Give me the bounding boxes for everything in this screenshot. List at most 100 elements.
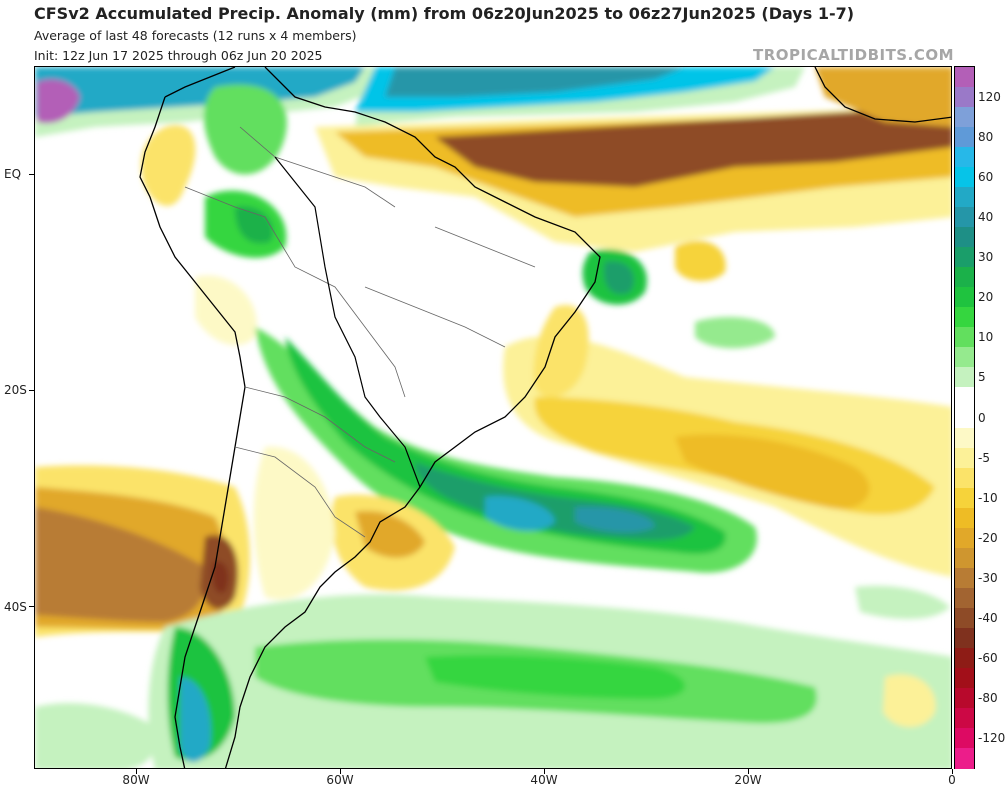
colorbar-label: 10: [978, 330, 994, 345]
colorbar-label: 40: [978, 210, 994, 225]
colorbar-swatch: [955, 607, 974, 629]
colorbar-label: 0: [978, 410, 986, 425]
x-tick-mark: [747, 769, 749, 774]
dry-far-southeast: [883, 674, 936, 727]
colorbar-swatch: [955, 227, 974, 248]
colorbar-swatch: [955, 187, 974, 208]
africa-coastline: [814, 67, 951, 123]
x-tick-mark: [135, 769, 137, 774]
colorbar-swatch: [955, 267, 974, 288]
y-tick-label: EQ: [4, 167, 22, 182]
country-borders: [184, 126, 536, 538]
wet-band-caribbean-purple: [37, 79, 80, 124]
colorbar-swatch: [955, 567, 974, 589]
wet-patagonia-core: [180, 677, 211, 762]
x-tick-mark: [543, 769, 545, 774]
colorbar-label: -10: [978, 490, 998, 505]
colorbar-label: -20: [978, 530, 998, 545]
wet-band-atlantic-east-deep: [385, 67, 685, 97]
dry-andes-peru: [195, 275, 257, 346]
precip-anomaly-map: [35, 67, 951, 768]
colorbar-label: 30: [978, 250, 994, 265]
colorbar-swatch: [955, 87, 974, 108]
x-tick-label: 60W: [326, 773, 354, 787]
y-tick-mark: [29, 173, 34, 175]
colorbar-swatch: [955, 407, 974, 429]
colorbar-swatch: [955, 367, 974, 389]
y-tick-mark: [29, 389, 34, 391]
colorbar-swatch: [955, 287, 974, 308]
colorbar-swatch: [955, 347, 974, 369]
dry-pacific-deep: [35, 507, 206, 622]
map-title: CFSv2 Accumulated Precip. Anomaly (mm) f…: [34, 4, 855, 23]
x-tick-label: 0: [948, 773, 956, 787]
map-panel: [34, 66, 952, 769]
y-tick-label: 20S: [4, 383, 27, 398]
colorbar-swatch: [955, 747, 974, 769]
colorbar-swatch: [955, 627, 974, 649]
colorbar-swatch: [955, 247, 974, 268]
wet-far-east: [855, 585, 950, 619]
x-tick-label: 20W: [734, 773, 762, 787]
brazil-border: [274, 156, 421, 488]
colorbar-swatch: [955, 107, 974, 128]
colorbar-label: -80: [978, 690, 998, 705]
south-america-coastline: [139, 67, 601, 768]
colorbar-swatch: [955, 447, 974, 469]
anomaly-field: [35, 67, 951, 768]
colorbar-swatch: [955, 427, 974, 449]
colorbar-swatch: [955, 167, 974, 188]
colorbar-swatch: [955, 327, 974, 348]
y-tick-mark: [29, 606, 34, 608]
colorbar-swatch: [955, 487, 974, 509]
colorbar-label: -5: [978, 450, 990, 465]
wet-southern-ocean-deep: [425, 655, 685, 699]
dry-andes-north: [141, 125, 196, 206]
colorbar-swatch: [955, 727, 974, 749]
dry-atlantic-spot-1: [675, 241, 726, 282]
colorbar-swatch: [955, 687, 974, 709]
dry-brazil-coast: [533, 305, 589, 398]
colorbar-label: -30: [978, 570, 998, 585]
wet-colombia: [203, 84, 287, 175]
dry-belt-equatorial-deep: [435, 107, 951, 187]
x-tick-label: 40W: [530, 773, 558, 787]
wet-band-north-atlantic-core: [35, 67, 365, 117]
x-tick-mark: [951, 769, 953, 774]
wet-ne-brazil-core: [604, 261, 634, 295]
colorbar-swatch: [955, 67, 974, 88]
map-subtitle: Average of last 48 forecasts (12 runs x …: [34, 28, 357, 43]
dry-uruguay-core: [355, 511, 425, 558]
colorbar-swatch: [955, 207, 974, 228]
colorbar-label: 20: [978, 290, 994, 305]
colorbar-label: -40: [978, 610, 998, 625]
colorbar-label: 80: [978, 130, 994, 145]
colorbar-swatch: [955, 587, 974, 609]
wet-amazon-west-core: [235, 206, 274, 244]
colorbar-swatch: [955, 307, 974, 328]
dry-south-atlantic-deep: [675, 434, 870, 509]
colorbar-swatch: [955, 127, 974, 148]
x-tick-label: 80W: [122, 773, 150, 787]
credit-watermark: TROPICALTIDBITS.COM: [753, 46, 954, 64]
colorbar-label: 60: [978, 170, 994, 185]
colorbar-swatch: [955, 507, 974, 529]
wet-band-sacz-blue: [485, 496, 555, 532]
coastlines: [139, 67, 951, 768]
colorbar-swatch: [955, 527, 974, 549]
colorbar-label: -120: [978, 730, 1006, 745]
colorbar-label: 5: [978, 370, 986, 385]
dry-west-africa: [815, 67, 951, 127]
y-tick-label: 40S: [4, 599, 27, 614]
wet-far-southwest: [35, 703, 156, 768]
colorbar-label: -60: [978, 650, 998, 665]
colorbar-swatch: [955, 467, 974, 489]
colorbar-swatch: [955, 667, 974, 689]
dry-chile-deep: [212, 561, 229, 593]
init-info: Init: 12z Jun 17 2025 through 06z Jun 20…: [34, 48, 323, 63]
colorbar-swatch: [955, 647, 974, 669]
wet-band-sacz-core: [285, 337, 726, 554]
colorbar: [954, 66, 975, 769]
colorbar-swatch: [955, 387, 974, 409]
colorbar-swatch: [955, 707, 974, 729]
